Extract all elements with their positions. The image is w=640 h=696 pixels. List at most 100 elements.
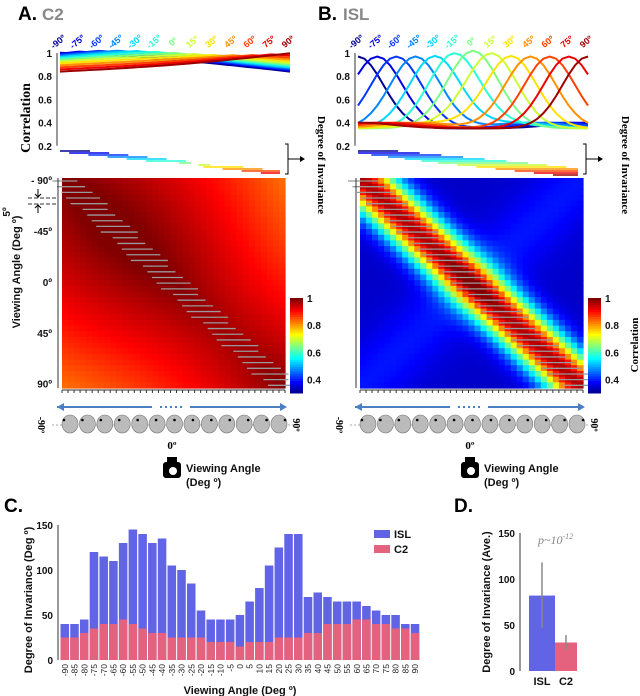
heatmap-cell <box>474 195 482 202</box>
heatmap-cell <box>450 212 458 219</box>
heatmap-cell <box>230 257 238 264</box>
heatmap-cell <box>504 183 512 190</box>
heatmap-cell <box>128 285 135 293</box>
heatmap-cell <box>456 240 464 247</box>
heatmap-cell <box>468 229 476 236</box>
heatmap-cell <box>92 331 99 338</box>
heatmap-cell <box>462 206 470 213</box>
heatmap-cell <box>206 342 214 349</box>
heatmap-cell <box>140 178 147 185</box>
heatmap-cell <box>546 189 554 196</box>
heatmap-cell <box>242 178 250 185</box>
heatmap-cell <box>468 302 476 310</box>
heatmap-cell <box>242 331 250 338</box>
heatmap-cell <box>74 348 81 355</box>
heatmap-cell <box>558 189 566 196</box>
heatmap-cell <box>402 189 409 196</box>
step-label: 5º <box>2 207 13 217</box>
heatmap-cell <box>546 376 554 383</box>
heatmap-cell <box>98 308 105 315</box>
bar-c2 <box>167 637 177 660</box>
heatmap-cell <box>128 189 135 196</box>
heatmap-cell <box>128 302 135 310</box>
heatmap-cell <box>104 251 111 259</box>
heatmap-cell <box>474 319 482 327</box>
heatmap-cell <box>176 183 184 190</box>
heatmap-cell <box>504 217 512 225</box>
heatmap-cell <box>140 342 147 349</box>
heatmap-cell <box>134 325 141 332</box>
colorbar-segment <box>290 388 303 392</box>
heatmap-cell <box>176 359 184 366</box>
heatmap-cell <box>534 319 542 327</box>
heatmap-cell <box>516 302 524 310</box>
heatmap-cell <box>492 342 500 349</box>
heatmap-cell <box>98 234 105 242</box>
heatmap-cell <box>498 251 506 259</box>
heatmap-cell <box>128 342 135 349</box>
heatmap-cell <box>390 353 397 361</box>
heatmap-cell <box>528 217 536 225</box>
heatmap-cell <box>266 285 274 293</box>
heatmap-cell <box>372 348 379 355</box>
heatmap-cell <box>86 240 93 247</box>
heatmap-cell <box>498 257 506 264</box>
heatmap-cell <box>552 178 560 185</box>
heatmap-cell <box>444 382 452 389</box>
heatmap-cell <box>462 223 470 230</box>
heatmap-cell <box>522 212 530 219</box>
heatmap-cell <box>116 314 123 321</box>
heatmap-cell <box>468 336 476 344</box>
heatmap-cell <box>450 206 458 213</box>
heatmap-cell <box>546 319 554 327</box>
heatmap-cell <box>540 200 548 207</box>
colorbar-segment <box>588 376 601 380</box>
heatmap-cell <box>242 382 250 389</box>
colorbar-segment <box>588 345 601 349</box>
heatmap-cell <box>266 246 274 253</box>
heatmap-cell <box>194 336 202 344</box>
heatmap-cell <box>420 285 427 293</box>
heatmap-cell <box>522 291 530 298</box>
heatmap-cell <box>510 212 518 219</box>
heatmap-cell <box>372 263 379 270</box>
heatmap-cell <box>402 285 409 293</box>
heatmap-cell <box>146 325 154 332</box>
heatmap-cell <box>552 308 560 315</box>
heatmap-cell <box>408 200 415 207</box>
heatmap-cell <box>116 359 123 366</box>
heatmap-cell <box>164 240 172 247</box>
heatmap-cell <box>456 382 464 389</box>
curve-y-tick: 1 <box>344 49 350 60</box>
heatmap-cell <box>390 240 397 247</box>
heatmap-cell <box>432 382 439 389</box>
heatmap-cell <box>140 353 147 361</box>
heatmap-cell <box>188 342 196 349</box>
heatmap-cell <box>360 308 367 315</box>
heatmap-cell <box>450 234 458 242</box>
heatmap-cell <box>146 314 154 321</box>
heatmap-cell <box>200 359 208 366</box>
colorbar-segment <box>290 345 303 349</box>
heatmap-cell <box>504 336 512 344</box>
heatmap-cell <box>146 365 154 372</box>
heatmap-cell <box>492 353 500 361</box>
heatmap-cell <box>474 336 482 344</box>
heatmap-cell <box>278 212 286 219</box>
heatmap-cell <box>564 189 572 196</box>
heatmap-cell <box>450 297 458 304</box>
heatmap-cell <box>152 359 160 366</box>
heatmap-cell <box>206 246 214 253</box>
heatmap-cell <box>242 183 250 190</box>
heatmap-cell <box>402 178 409 185</box>
heatmap-cell <box>510 217 518 225</box>
heatmap-cell <box>260 285 268 293</box>
heatmap-cell <box>242 189 250 196</box>
heatmap-cell <box>444 319 452 327</box>
heatmap-cell <box>248 183 256 190</box>
heatmap-cell <box>104 291 111 298</box>
heatmap-cell <box>504 189 512 196</box>
heatmap-cell <box>62 365 69 372</box>
heatmap-cell <box>74 246 81 253</box>
heatmap-cell <box>68 217 75 225</box>
